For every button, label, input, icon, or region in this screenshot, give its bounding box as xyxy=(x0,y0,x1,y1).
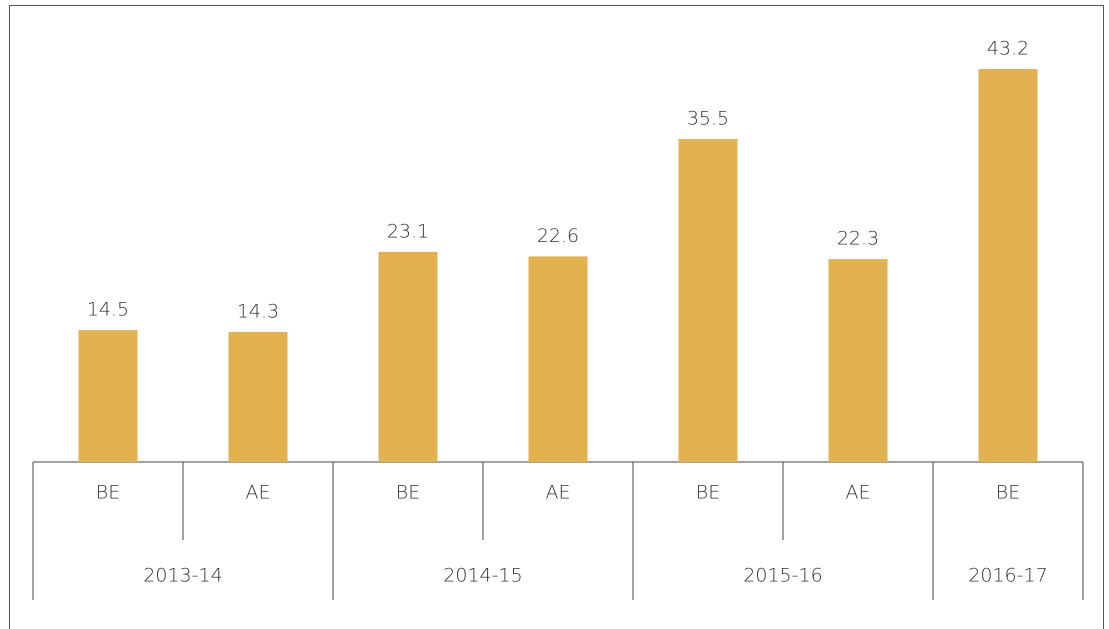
category-label: BE xyxy=(96,482,120,504)
data-label: 23.1 xyxy=(387,220,429,242)
bar xyxy=(828,259,888,462)
bar xyxy=(228,331,288,462)
category-label: AE xyxy=(545,482,570,504)
category-label: AE xyxy=(845,482,870,504)
bar xyxy=(78,330,138,462)
data-label: 14.3 xyxy=(237,300,279,322)
bar xyxy=(528,256,588,462)
bar xyxy=(678,139,738,462)
category-label: BE xyxy=(996,482,1020,504)
group-label: 2014-15 xyxy=(443,565,522,587)
bar xyxy=(978,69,1038,462)
data-label: 14.5 xyxy=(87,299,129,321)
category-label: BE xyxy=(396,482,420,504)
data-label: 35.5 xyxy=(687,108,729,130)
group-label: 2013-14 xyxy=(143,565,222,587)
category-label: AE xyxy=(245,482,270,504)
group-label: 2016-17 xyxy=(968,565,1047,587)
frame xyxy=(9,5,1104,629)
bar xyxy=(378,251,438,462)
group-label: 2015-16 xyxy=(743,565,822,587)
data-label: 22.3 xyxy=(837,228,879,250)
category-label: BE xyxy=(696,482,720,504)
data-label: 22.6 xyxy=(537,225,579,247)
data-label: 43.2 xyxy=(987,38,1029,60)
